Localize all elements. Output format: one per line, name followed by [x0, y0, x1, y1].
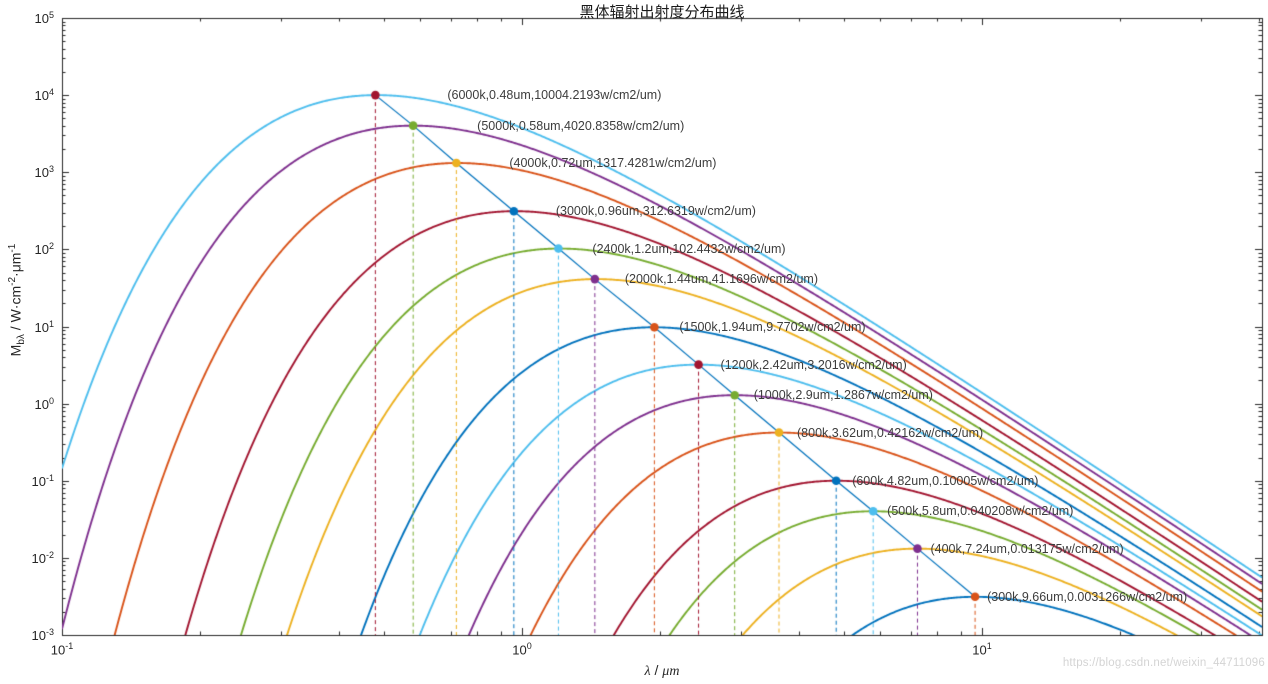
y-tick-label: 10-3 — [31, 626, 54, 644]
y-tick-label: 10-1 — [31, 472, 54, 489]
y-tick-label: 102 — [34, 241, 54, 258]
peak-annotation: (3000k,0.96um,312.6319w/cm2/um) — [555, 204, 756, 219]
x-axis-label: λ / μm — [644, 662, 680, 679]
peak-annotation: (2400k,1.2um,102.4432w/cm2/um) — [592, 241, 786, 256]
y-tick-label: 100 — [34, 395, 54, 412]
x-tick-label: 101 — [972, 641, 992, 658]
peak-annotation: (2000k,1.44um,41.1696w/cm2/um) — [624, 272, 819, 287]
chart-title: 黑体辐射出射度分布曲线 — [579, 5, 745, 21]
peak-annotation: (5000k,0.58um,4020.8358w/cm2/um) — [477, 118, 685, 133]
x-tick-label: 10-1 — [50, 641, 74, 658]
peak-annotation: (500k,5.8um,0.040208w/cm2/um) — [887, 504, 1074, 519]
peak-annotation: (600k,4.82um,0.10005w/cm2/um) — [852, 473, 1039, 488]
y-tick-label: 10-2 — [31, 549, 54, 567]
peak-annotation: (800k,3.62um,0.42162w/cm2/um) — [797, 425, 984, 440]
y-tick-label: 103 — [34, 164, 54, 181]
peak-annotation: (300k,9.66um,0.0031266w/cm2/um) — [987, 589, 1188, 604]
y-tick-label: 104 — [34, 86, 54, 104]
peak-annotation: (1500k,1.94um,9.7702w/cm2/um) — [679, 320, 866, 335]
y-axis-label: Mbλ / W·cm-2·μm-1 — [6, 243, 28, 357]
watermark: https://blog.csdn.net/weixin_44711096 — [1062, 657, 1265, 669]
peak-annotation: (1000k,2.9um,1.2867w/cm2/um) — [753, 388, 933, 403]
peak-annotation: (1200k,2.42um,3.2016w/cm2/um) — [720, 357, 907, 372]
peak-annotation: (4000k,0.72um,1317.4281w/cm2/um) — [509, 156, 717, 171]
peak-annotation: (6000k,0.48um,10004.2193w/cm2/um) — [447, 88, 662, 103]
y-tick-label: 101 — [34, 318, 54, 335]
x-tick-label: 100 — [512, 641, 532, 658]
y-tick-label: 105 — [34, 9, 54, 27]
peak-annotation: (400k,7.24um,0.013175w/cm2/um) — [930, 541, 1124, 556]
